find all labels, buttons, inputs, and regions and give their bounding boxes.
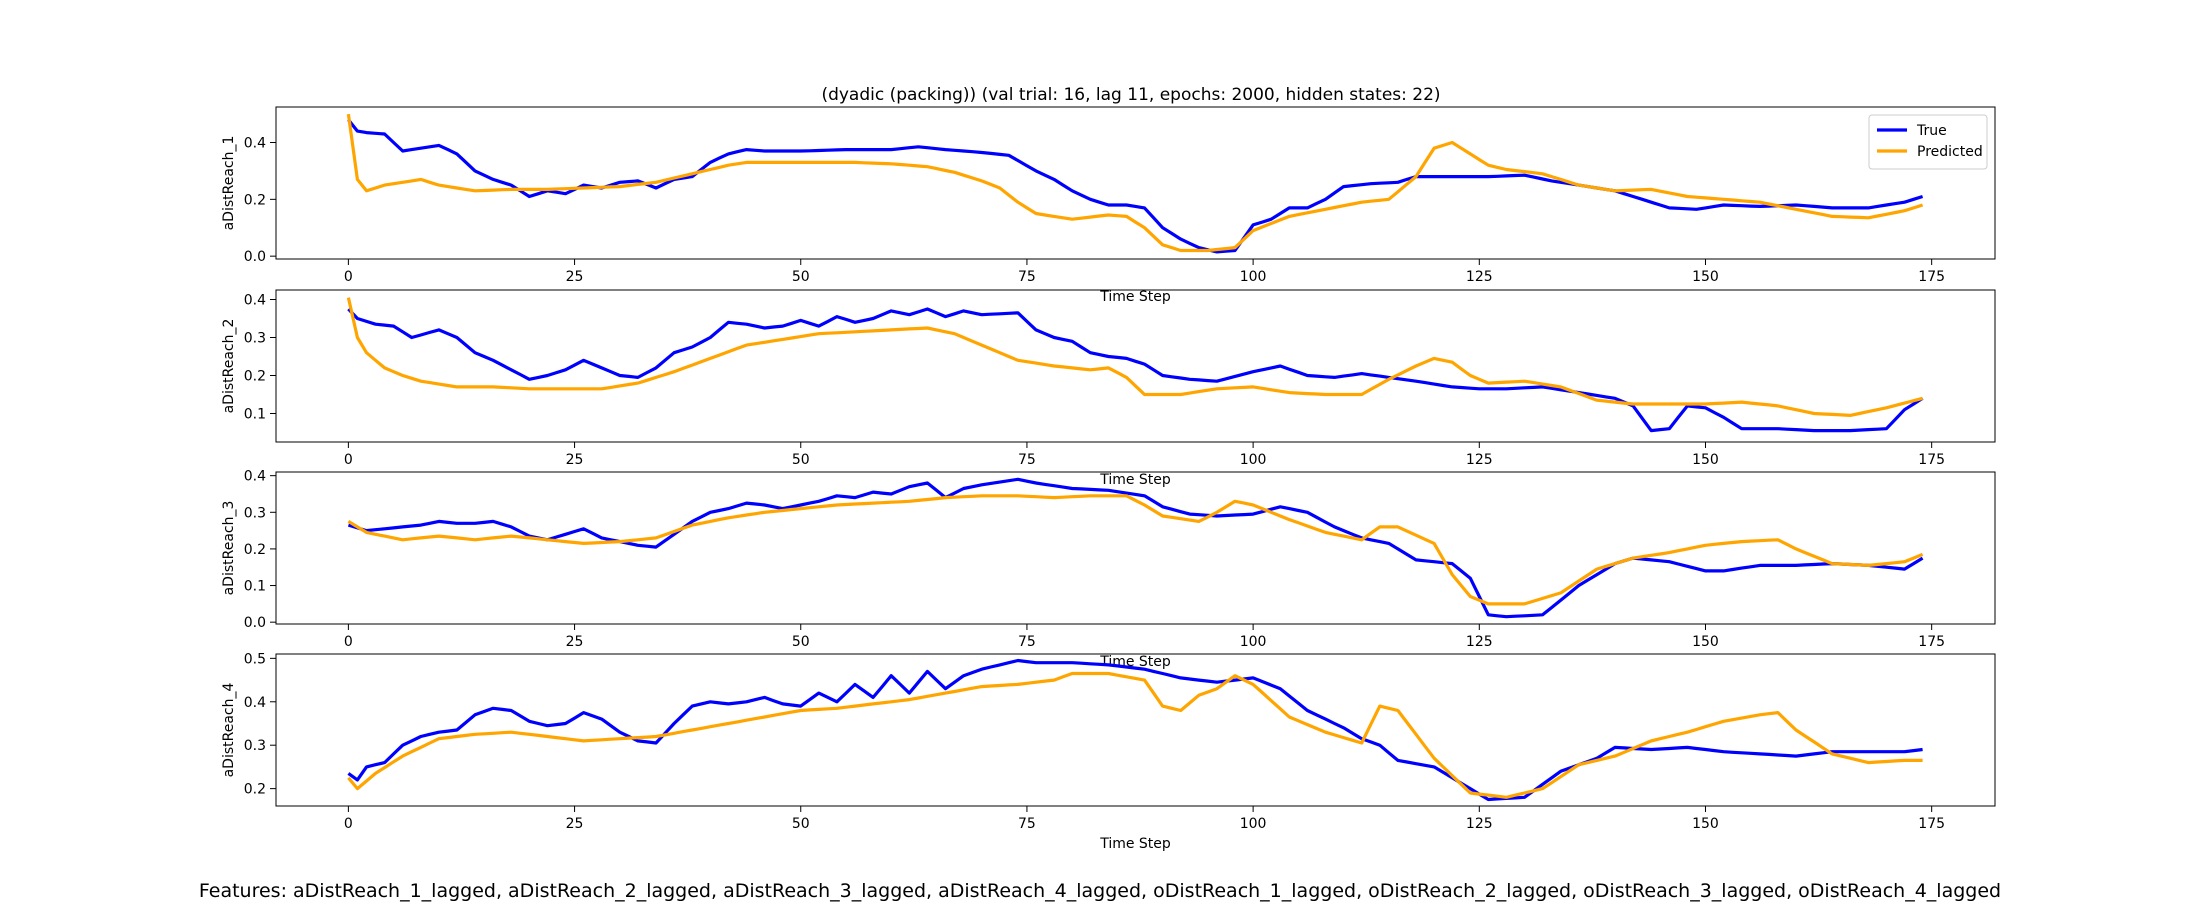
x-tick-label: 100 [1240, 634, 1267, 650]
subplot-3: 0 25 50 75 100 125 150 175 0.0 0.1 0.2 0.3 0.4 aDistR… [221, 469, 1996, 670]
legend-label-predicted: Predicted [1917, 144, 1983, 160]
y-tick-label: 0.5 [244, 651, 266, 667]
x-tick-label: 50 [792, 816, 810, 832]
x-tick-label: 75 [1018, 269, 1036, 285]
x-tick-label: 125 [1466, 634, 1493, 650]
x-tick-label: 25 [566, 452, 584, 468]
axes-frame [275, 289, 1996, 443]
y-tick-label: 0.4 [244, 469, 266, 485]
x-tick-label: 50 [792, 634, 810, 650]
x-tick-label: 75 [1018, 634, 1036, 650]
y-tick-label: 0.3 [244, 331, 266, 347]
features-caption: Features: aDistReach_1_lagged, aDistReac… [198, 880, 2002, 902]
x-tick-label: 100 [1240, 452, 1267, 468]
subplot-1: 0 25 50 75 100 125 150 175 0.0 0.2 0.4 aDistReach_1… [221, 106, 1996, 305]
series-line-predicted [347, 494, 1924, 606]
y-axis-label: aDistReach_2 [221, 319, 237, 414]
x-tick-label: 0 [344, 452, 353, 468]
x-tick-label: 125 [1466, 816, 1493, 832]
y-tick-label: 0.0 [244, 249, 266, 265]
y-tick-label: 0.4 [244, 136, 266, 152]
subplot-4: 0 25 50 75 100 125 150 175 0.2 0.3 0.4 0.5 aDistReac… [221, 651, 1996, 852]
subplot-2: 0 25 50 75 100 125 150 175 0.1 0.2 0.3 0.4 aDistReac… [221, 289, 1996, 488]
y-tick-label: 0.1 [244, 579, 266, 595]
x-tick-label: 0 [344, 269, 353, 285]
x-tick-label: 25 [566, 269, 584, 285]
x-tick-label: 25 [566, 816, 584, 832]
y-tick-label: 0.4 [244, 695, 266, 711]
x-tick-label: 0 [344, 634, 353, 650]
y-tick-label: 0.2 [244, 369, 266, 385]
series-line-true [347, 477, 1924, 619]
x-tick-label: 150 [1692, 816, 1719, 832]
x-tick-label: 100 [1240, 269, 1267, 285]
axes-frame [275, 653, 1996, 807]
series-line-predicted [346, 297, 1924, 417]
x-tick-label: 50 [792, 269, 810, 285]
axes-frame [275, 471, 1996, 625]
series-line-true [347, 118, 1924, 254]
x-tick-label: 175 [1918, 816, 1945, 832]
y-tick-label: 0.3 [244, 738, 266, 754]
x-tick-label: 150 [1692, 634, 1719, 650]
y-axis-label: aDistReach_4 [221, 683, 237, 778]
y-tick-label: 0.4 [244, 293, 266, 309]
x-tick-label: 0 [344, 816, 353, 832]
y-tick-label: 0.2 [244, 192, 266, 208]
x-tick-label: 175 [1918, 452, 1945, 468]
x-tick-label: 125 [1466, 452, 1493, 468]
x-tick-label: 150 [1692, 269, 1719, 285]
x-tick-label: 175 [1918, 269, 1945, 285]
x-tick-label: 125 [1466, 269, 1493, 285]
y-axis-label: aDistReach_1 [221, 136, 237, 231]
x-tick-label: 50 [792, 452, 810, 468]
legend-label-true: True [1916, 123, 1947, 139]
x-tick-label: 100 [1240, 816, 1267, 832]
series-line-true [347, 658, 1923, 802]
x-tick-label: 25 [566, 634, 584, 650]
y-tick-label: 0.2 [244, 782, 266, 798]
series-line-predicted [347, 671, 1923, 799]
series-line-predicted [346, 113, 1924, 253]
x-tick-label: 150 [1692, 452, 1719, 468]
x-tick-label: 75 [1018, 816, 1036, 832]
figure-title: (dyadic (packing)) (val trial: 16, lag 1… [821, 85, 1440, 105]
x-axis-label: Time Step [1099, 289, 1171, 305]
subplots: 0 25 50 75 100 125 150 175 0.0 0.2 0.4 aDistReach_1… [221, 106, 1996, 852]
series-line-true [347, 307, 1924, 433]
axes-frame [275, 106, 1996, 260]
x-axis-label: Time Step [1099, 472, 1171, 488]
x-tick-label: 75 [1018, 452, 1036, 468]
y-tick-label: 0.1 [244, 407, 266, 423]
y-tick-label: 0.0 [244, 615, 266, 631]
x-axis-label: Time Step [1099, 836, 1171, 852]
y-tick-label: 0.3 [244, 505, 266, 521]
y-tick-label: 0.2 [244, 542, 266, 558]
y-axis-label: aDistReach_3 [221, 501, 237, 596]
x-tick-label: 175 [1918, 634, 1945, 650]
legend: True Predicted [1868, 114, 1988, 170]
